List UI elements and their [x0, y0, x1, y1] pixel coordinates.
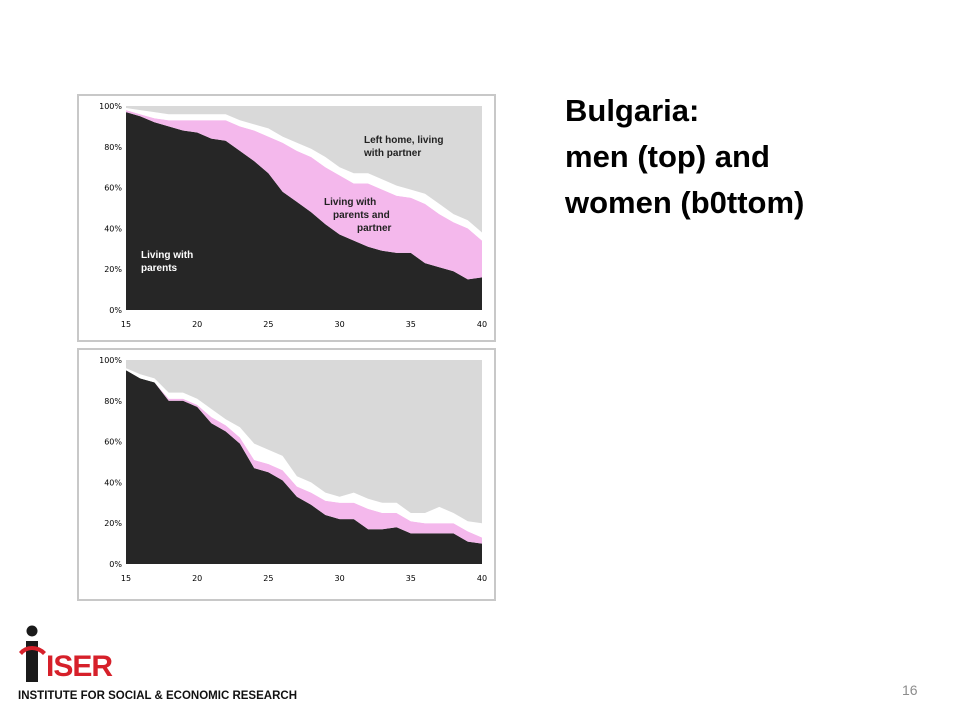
- area-label-line: Living with: [324, 197, 376, 208]
- area-parents_partner: [126, 370, 482, 544]
- area-other: [126, 368, 482, 538]
- x-tick-label: 20: [192, 320, 202, 329]
- area-partner: [126, 360, 482, 524]
- area-label-parents: Living with parents: [141, 250, 193, 274]
- area-parents: [126, 370, 482, 564]
- x-tick-label: 15: [121, 320, 131, 329]
- area-label-parents_partner: Living with parents and partner: [324, 197, 392, 234]
- iser-logo-mark-icon: [19, 625, 46, 682]
- area-label-line: Living with: [141, 250, 193, 261]
- y-tick-label: 0%: [109, 306, 122, 315]
- chart-men: 0% 20% 40% 60% 80% 100% 15 20 25 30 35 40 Left home,…: [77, 94, 496, 342]
- y-tick-label: 100%: [99, 356, 122, 365]
- area-label-partner: Left home, living with partner: [363, 135, 443, 159]
- y-tick-label: 80%: [104, 397, 122, 406]
- y-tick-label: 100%: [99, 102, 122, 111]
- x-tick-label: 35: [406, 574, 416, 583]
- x-tick-label: 40: [477, 574, 487, 583]
- iser-logo-text: ISER: [46, 650, 113, 683]
- y-tick-label: 20%: [104, 265, 122, 274]
- x-tick-label: 25: [263, 574, 273, 583]
- x-tick-label: 15: [121, 574, 131, 583]
- y-tick-label: 20%: [104, 519, 122, 528]
- iser-logo: ISER INSTITUTE FOR SOCIAL & ECONOMIC RES…: [16, 624, 346, 704]
- x-tick-label: 30: [335, 574, 345, 583]
- title-line-women: women (b0ttom): [565, 185, 805, 220]
- y-tick-label: 40%: [104, 224, 122, 233]
- y-tick-label: 60%: [104, 438, 122, 447]
- y-tick-label: 0%: [109, 560, 122, 569]
- area-partner: [126, 106, 482, 233]
- iser-logo-caption: INSTITUTE FOR SOCIAL & ECONOMIC RESEARCH: [18, 690, 297, 702]
- area-label-line: with partner: [363, 148, 421, 159]
- area-label-line: parents and: [333, 210, 390, 221]
- title-line-men: men (top) and: [565, 139, 770, 174]
- chart-women: 0% 20% 40% 60% 80% 100% 15 20 25 30 35 40: [77, 348, 496, 601]
- title-line-country: Bulgaria:: [565, 93, 700, 128]
- slide-number: 16: [902, 682, 918, 698]
- area-label-line: Left home, living: [364, 135, 443, 146]
- x-tick-label: 30: [335, 320, 345, 329]
- y-tick-label: 40%: [104, 478, 122, 487]
- chart-men-svg: 0% 20% 40% 60% 80% 100% 15 20 25 30 35 40 Left home,…: [99, 102, 487, 329]
- y-tick-label: 80%: [104, 143, 122, 152]
- area-parents: [126, 112, 482, 310]
- area-parents_partner: [126, 110, 482, 280]
- x-tick-label: 20: [192, 574, 202, 583]
- area-label-line: partner: [357, 223, 392, 234]
- y-tick-label: 60%: [104, 184, 122, 193]
- x-tick-label: 40: [477, 320, 487, 329]
- chart-women-svg: 0% 20% 40% 60% 80% 100% 15 20 25 30 35 40: [99, 356, 487, 583]
- slide-title: Bulgaria: men (top) and women (b0ttom): [565, 88, 804, 226]
- x-tick-label: 35: [406, 320, 416, 329]
- x-tick-label: 25: [263, 320, 273, 329]
- area-label-line: parents: [141, 263, 178, 274]
